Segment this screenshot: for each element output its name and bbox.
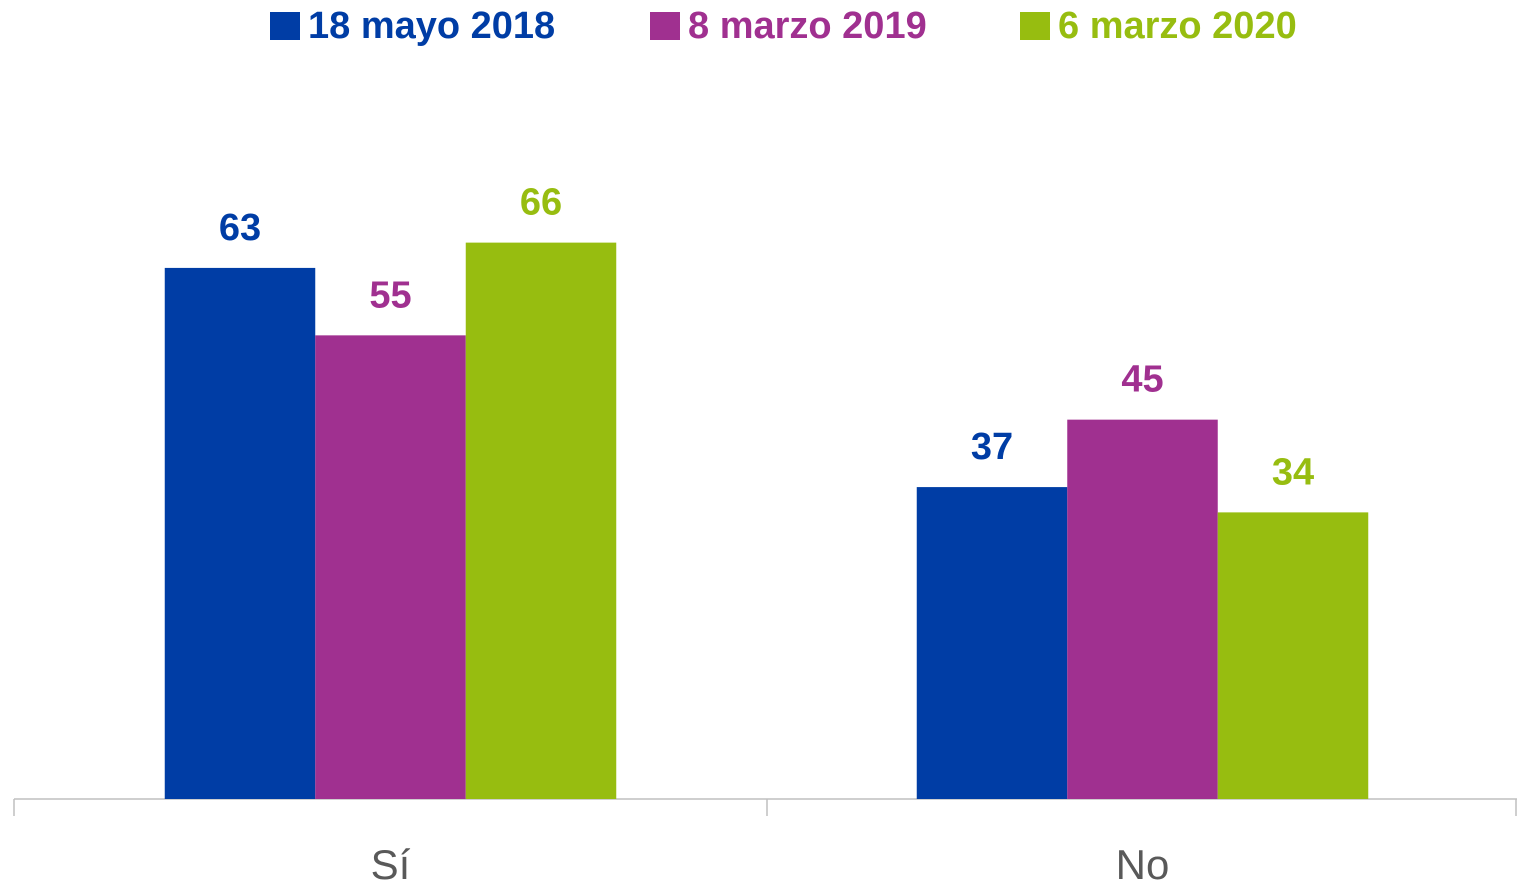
- value-label: 45: [1121, 359, 1163, 401]
- bar: [315, 335, 466, 799]
- legend-swatch: [650, 12, 680, 40]
- legend-label: 18 mayo 2018: [308, 5, 555, 47]
- bar: [1217, 512, 1369, 799]
- bar: [164, 267, 316, 799]
- bar: [916, 487, 1068, 799]
- legend-label: 8 marzo 2019: [688, 5, 927, 47]
- legend-swatch: [270, 12, 300, 40]
- value-label: 37: [971, 426, 1013, 468]
- value-label: 66: [520, 182, 562, 224]
- x-tick-label: Sí: [371, 841, 411, 888]
- value-label: 63: [219, 207, 261, 249]
- value-label: 34: [1272, 451, 1314, 493]
- legend-label: 6 marzo 2020: [1058, 5, 1297, 47]
- x-tick-label: No: [1116, 841, 1170, 888]
- value-label: 55: [369, 274, 411, 316]
- bar: [465, 242, 617, 799]
- bar: [1067, 419, 1218, 799]
- legend-swatch: [1020, 12, 1050, 40]
